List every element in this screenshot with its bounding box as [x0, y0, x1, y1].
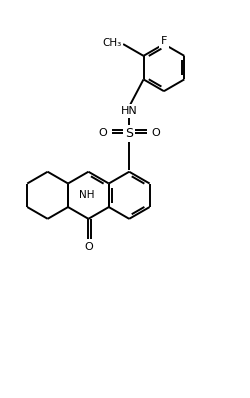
- Text: O: O: [84, 242, 92, 252]
- Text: O: O: [98, 128, 106, 139]
- Text: F: F: [160, 36, 166, 46]
- Text: CH₃: CH₃: [102, 38, 122, 48]
- Text: S: S: [125, 127, 133, 140]
- Text: O: O: [151, 128, 160, 139]
- Text: HN: HN: [120, 106, 137, 116]
- Text: NH: NH: [79, 190, 94, 200]
